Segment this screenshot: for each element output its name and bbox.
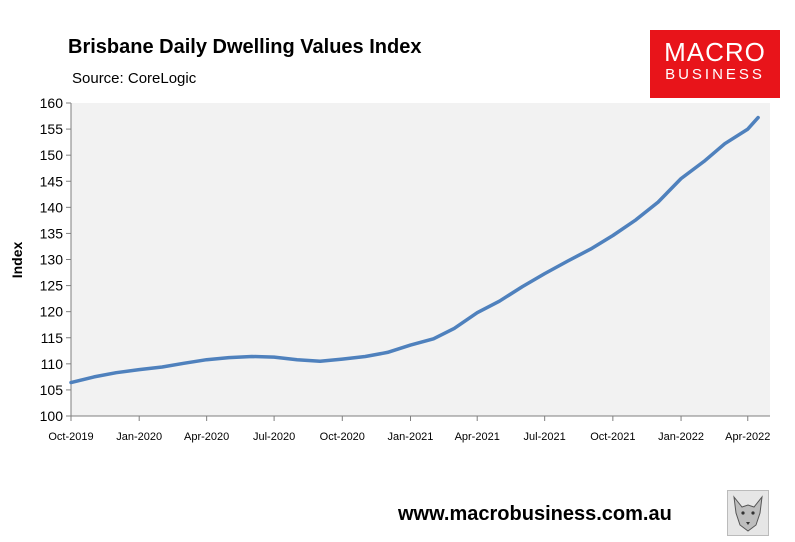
- chart-subtitle: Source: CoreLogic: [72, 70, 197, 87]
- series-line-brisbane: [69, 115, 760, 385]
- logo-line-2: BUSINESS: [665, 66, 765, 83]
- y-tick-label: 140: [40, 199, 64, 215]
- x-tick-label: Oct-2019: [48, 431, 93, 443]
- x-tick-label: Jan-2020: [116, 431, 162, 443]
- macrobusiness-logo: MACRO BUSINESS: [650, 30, 780, 98]
- y-tick-label: 120: [40, 304, 64, 320]
- y-tick-label: 135: [40, 225, 64, 241]
- y-tick-label: 130: [40, 252, 64, 268]
- x-tick-label: Apr-2022: [725, 431, 770, 443]
- x-tick-label: Jan-2021: [388, 431, 434, 443]
- y-tick-label: 105: [40, 382, 64, 398]
- y-tick-label: 110: [41, 356, 64, 372]
- website-url: www.macrobusiness.com.au: [398, 503, 672, 525]
- y-tick-label: 115: [41, 330, 64, 346]
- x-tick-label: Oct-2021: [590, 431, 635, 443]
- x-tick-label: Apr-2021: [455, 431, 500, 443]
- y-tick-label: 145: [40, 173, 64, 189]
- x-tick-label: Jul-2021: [524, 431, 566, 443]
- y-tick-label: 125: [40, 278, 64, 294]
- y-tick-label: 160: [40, 95, 64, 111]
- x-tick-label: Apr-2020: [184, 431, 229, 443]
- plot-area: [71, 103, 770, 416]
- y-tick-label: 155: [40, 121, 64, 137]
- y-tick-label: 100: [40, 408, 64, 424]
- x-tick-label: Jan-2022: [658, 431, 704, 443]
- y-axis: 100 105 110 115 120 125 130 135 140 145 150 155 160: [40, 95, 72, 424]
- x-axis: Oct-2019 Jan-2020 Apr-2020 Jul-2020 Oct-2020…: [48, 415, 770, 443]
- x-tick-label: Oct-2020: [320, 431, 365, 443]
- series-group: [69, 115, 760, 385]
- y-axis-label: Index: [9, 242, 25, 279]
- chart-title: Brisbane Daily Dwelling Values Index: [68, 36, 422, 58]
- x-tick-label: Jul-2020: [253, 431, 295, 443]
- y-tick-label: 150: [40, 147, 64, 163]
- wolf-logo-icon: [727, 490, 769, 536]
- logo-line-1: MACRO: [664, 37, 766, 67]
